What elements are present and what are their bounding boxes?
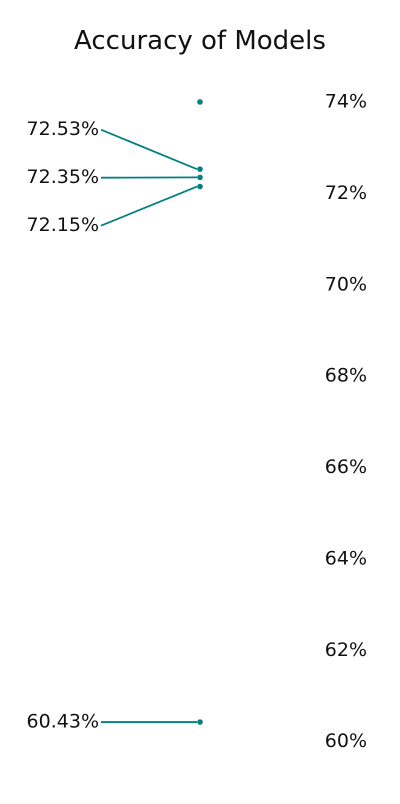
y-tick-label: 62% [325,639,367,661]
y-tick-label: 72% [325,182,367,204]
data-label: 72.15% [27,214,99,236]
data-label-leader-lines [101,130,197,722]
data-point [197,719,203,725]
data-label: 72.35% [27,166,99,188]
y-axis-tick-labels: 60% 62% 64% 66% 68% 70% 72% 74% [325,90,367,752]
y-tick-label: 70% [325,273,367,295]
data-points [197,99,203,725]
y-tick-label: 66% [325,456,367,478]
data-point [197,99,203,105]
y-tick-label: 60% [325,730,367,752]
data-point [197,166,203,172]
y-tick-label: 74% [325,90,367,112]
chart-title: Accuracy of Models [74,26,326,56]
data-label: 72.53% [27,118,99,140]
data-point [197,184,203,190]
data-labels: 72.53% 72.35% 72.15% 60.43% [27,118,99,732]
y-tick-label: 64% [325,547,367,569]
y-tick-label: 68% [325,365,367,387]
data-label: 60.43% [27,711,99,733]
data-point [197,175,203,181]
leader-line [101,187,197,226]
leader-line [101,130,197,169]
